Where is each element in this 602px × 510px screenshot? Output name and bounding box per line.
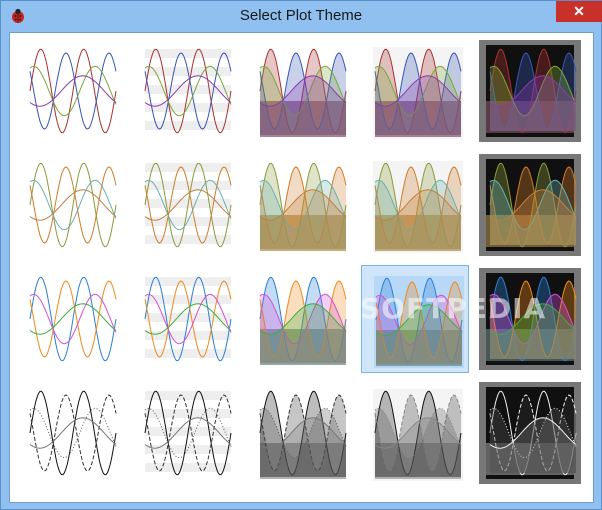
theme-preview-plot xyxy=(29,390,117,476)
theme-preview-plot xyxy=(374,276,464,368)
theme-preview-plot xyxy=(144,390,232,476)
close-icon: ✕ xyxy=(573,3,585,19)
window-title: Select Plot Theme xyxy=(239,7,363,24)
theme-preview-plot xyxy=(29,276,117,362)
theme-option-red-blue-lines-bands[interactable] xyxy=(131,37,239,145)
theme-option-blue-orange-dark[interactable] xyxy=(476,265,584,373)
theme-preview-plot xyxy=(259,276,347,365)
theme-option-monochrome-filled-light[interactable] xyxy=(361,379,469,487)
theme-preview-plot xyxy=(29,48,117,134)
theme-option-monochrome-filled[interactable] xyxy=(246,379,354,487)
theme-option-red-blue-dark[interactable] xyxy=(476,37,584,145)
title-bar[interactable]: Select Plot Theme ✕ xyxy=(1,1,602,31)
theme-preview-plot xyxy=(373,389,463,481)
theme-option-olive-orange-lines[interactable] xyxy=(16,151,124,259)
theme-option-blue-orange-filled-light[interactable] xyxy=(361,265,469,373)
theme-grid xyxy=(9,32,594,503)
theme-option-monochrome-dark[interactable] xyxy=(476,379,584,487)
theme-preview-plot xyxy=(259,162,347,251)
theme-preview-plot xyxy=(479,268,581,370)
theme-option-blue-orange-lines[interactable] xyxy=(16,265,124,373)
theme-preview-plot xyxy=(373,47,463,139)
theme-preview-plot xyxy=(373,161,463,253)
theme-preview-plot xyxy=(29,162,117,248)
theme-option-olive-orange-filled[interactable] xyxy=(246,151,354,259)
theme-option-red-blue-filled[interactable] xyxy=(246,37,354,145)
theme-option-olive-orange-dark[interactable] xyxy=(476,151,584,259)
theme-option-olive-orange-lines-bands[interactable] xyxy=(131,151,239,259)
theme-option-blue-orange-filled[interactable] xyxy=(246,265,354,373)
theme-preview-plot xyxy=(144,276,232,362)
theme-option-red-blue-lines[interactable] xyxy=(16,37,124,145)
theme-option-monochrome-lines-bands[interactable] xyxy=(131,379,239,487)
theme-preview-plot xyxy=(479,154,581,256)
theme-preview-plot xyxy=(479,40,581,142)
theme-option-red-blue-filled-light[interactable] xyxy=(361,37,469,145)
ladybug-icon xyxy=(12,8,24,23)
theme-preview-plot xyxy=(259,390,347,479)
theme-preview-plot xyxy=(479,382,581,484)
theme-preview-plot xyxy=(259,48,347,137)
close-button[interactable]: ✕ xyxy=(556,1,602,22)
theme-preview-plot xyxy=(144,162,232,248)
theme-option-olive-orange-filled-light[interactable] xyxy=(361,151,469,259)
theme-preview-plot xyxy=(144,48,232,134)
theme-option-monochrome-lines[interactable] xyxy=(16,379,124,487)
theme-option-blue-orange-lines-bands[interactable] xyxy=(131,265,239,373)
